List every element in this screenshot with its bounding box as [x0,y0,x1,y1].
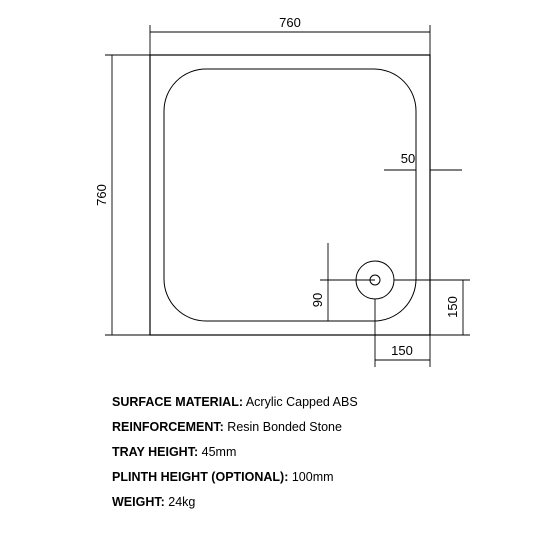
spec-surface-material: SURFACE MATERIAL: Acrylic Capped ABS [112,390,358,415]
spec-tray-height: TRAY HEIGHT: 45mm [112,440,358,465]
spec-plinth-height: PLINTH HEIGHT (OPTIONAL): 100mm [112,465,358,490]
tray-outer [150,55,430,335]
dim-drain-offset: 90 [310,243,375,321]
spec-list: SURFACE MATERIAL: Acrylic Capped ABS REI… [112,390,358,515]
spec-weight: WEIGHT: 24kg [112,490,358,515]
dim-top-value: 760 [279,15,301,30]
spec-reinforcement: REINFORCEMENT: Resin Bonded Stone [112,415,358,440]
dim-top-width: 760 [150,15,430,55]
dim-left-height: 760 [94,55,150,335]
dim-wall-gap: 50 [384,151,462,175]
dim-right-value: 150 [391,343,413,358]
dim-left-value: 760 [94,184,109,206]
drawing-area: 760 760 50 90 150 150 [0,0,535,385]
dim-offset-value: 90 [310,293,325,307]
dim-bottom-value: 150 [445,296,460,318]
dim-gap-value: 50 [401,151,415,166]
